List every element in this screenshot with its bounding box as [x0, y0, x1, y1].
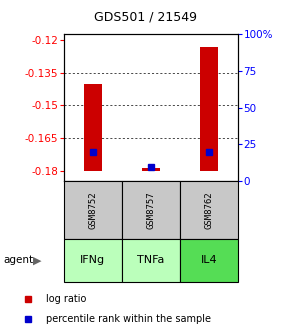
Text: GSM8762: GSM8762	[204, 191, 213, 229]
Bar	[180, 181, 238, 239]
Text: log ratio: log ratio	[46, 294, 86, 304]
Text: TNFa: TNFa	[137, 255, 164, 265]
Text: percentile rank within the sample: percentile rank within the sample	[46, 314, 211, 325]
Bar	[180, 239, 238, 282]
Bar	[84, 84, 102, 171]
Text: ▶: ▶	[33, 255, 42, 265]
Text: GSM8752: GSM8752	[88, 191, 97, 229]
Text: agent: agent	[3, 255, 33, 265]
Bar	[122, 239, 180, 282]
Bar	[200, 47, 218, 171]
Bar	[142, 168, 160, 171]
Text: GDS501 / 21549: GDS501 / 21549	[93, 10, 197, 23]
Bar	[64, 239, 122, 282]
Bar	[64, 181, 122, 239]
Text: GSM8757: GSM8757	[146, 191, 155, 229]
Text: IFNg: IFNg	[80, 255, 105, 265]
Text: IL4: IL4	[200, 255, 217, 265]
Bar	[122, 181, 180, 239]
